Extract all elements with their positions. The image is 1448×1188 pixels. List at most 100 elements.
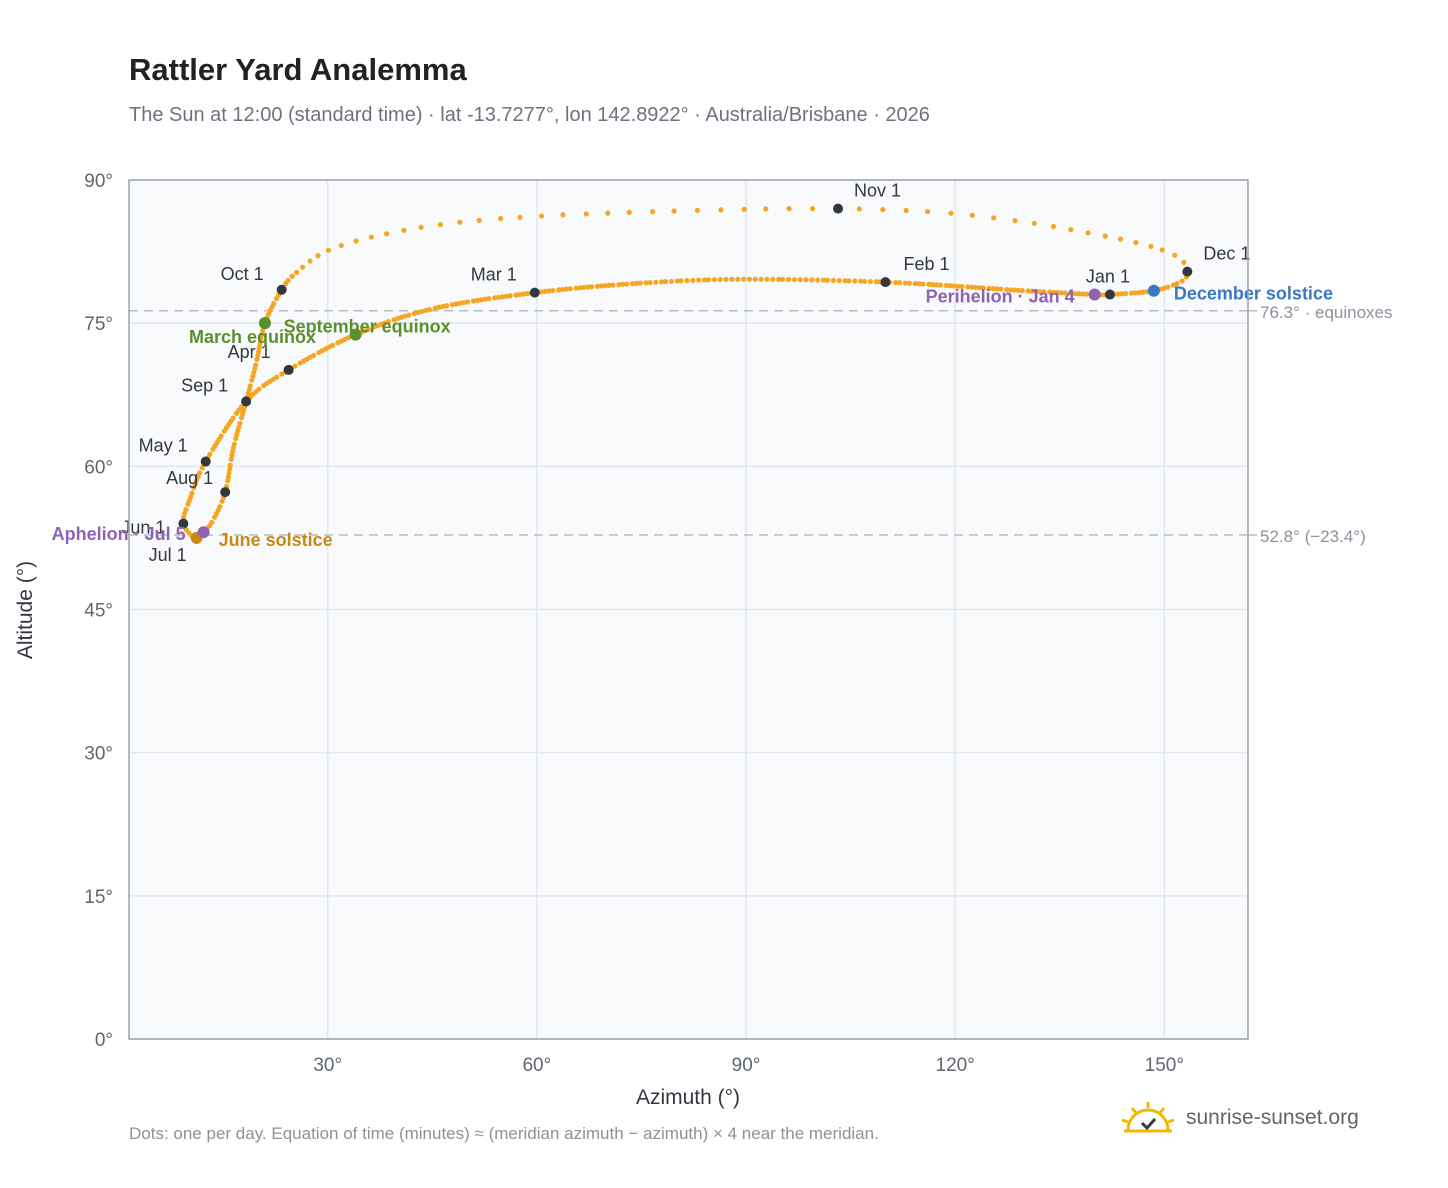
day-dot — [943, 282, 949, 289]
day-dot — [225, 474, 232, 480]
day-dot — [916, 281, 922, 287]
day-dot — [1122, 290, 1129, 297]
day-dot — [1008, 287, 1014, 293]
day-dot — [385, 319, 391, 325]
day-dot — [785, 276, 792, 283]
day-dot — [517, 291, 523, 298]
day-dot — [249, 377, 255, 383]
day-dot — [498, 216, 504, 222]
day-dot — [1058, 290, 1064, 296]
brand[interactable]: sunrise-sunset.org — [1120, 1100, 1359, 1136]
day-dot — [226, 470, 232, 476]
event-marker — [258, 317, 271, 330]
day-dot — [197, 470, 203, 476]
day-dot — [902, 280, 909, 286]
day-dot — [256, 386, 262, 392]
month-label: Jul 1 — [149, 545, 187, 565]
day-dot — [1174, 281, 1180, 287]
day-dot — [1031, 220, 1037, 226]
day-dot — [457, 300, 463, 306]
day-dot — [626, 209, 632, 215]
day-dot — [365, 326, 371, 332]
day-dot — [254, 356, 260, 362]
month-marker — [880, 277, 891, 288]
day-dot — [499, 294, 506, 300]
day-dot — [482, 296, 488, 302]
day-dot — [951, 283, 957, 289]
day-dot — [1085, 230, 1091, 236]
day-dot — [694, 207, 701, 213]
month-label: Jan 1 — [1086, 267, 1130, 287]
day-dot — [461, 299, 467, 306]
day-dot — [406, 312, 412, 318]
day-dot — [1102, 233, 1108, 239]
month-marker — [178, 518, 189, 529]
day-dot — [972, 284, 979, 291]
event-marker — [197, 526, 210, 539]
day-dot — [678, 278, 684, 284]
day-dot — [513, 292, 519, 298]
day-dot — [444, 303, 450, 309]
month-label: Nov 1 — [854, 181, 901, 201]
day-dot — [311, 352, 317, 358]
day-dot — [643, 280, 649, 286]
day-dot — [1159, 247, 1165, 253]
day-dot — [986, 285, 992, 291]
y-tick-label: 30° — [84, 744, 113, 765]
day-dot — [581, 284, 587, 291]
day-dot — [711, 277, 717, 283]
day-dot — [824, 277, 831, 283]
day-dot — [662, 279, 669, 285]
day-dot — [912, 280, 918, 287]
day-dot — [633, 280, 639, 287]
day-dot — [903, 207, 909, 214]
day-dot — [786, 206, 792, 212]
day-dot — [610, 282, 616, 288]
day-dot — [998, 286, 1004, 292]
day-dot — [969, 284, 975, 290]
event-label: Perihelion · Jan 4 — [926, 287, 1075, 307]
day-dot — [594, 283, 601, 289]
day-dot — [856, 206, 862, 212]
day-dot — [227, 466, 233, 472]
day-dot — [449, 302, 455, 308]
x-tick-label: 120° — [936, 1055, 975, 1076]
day-dot — [478, 297, 484, 303]
day-dot — [274, 374, 280, 380]
day-dot — [293, 269, 300, 275]
day-dot — [1011, 287, 1018, 293]
day-dot — [598, 283, 604, 289]
day-dot — [930, 282, 936, 288]
day-dot — [486, 296, 492, 302]
day-dot — [273, 295, 280, 302]
day-dot — [1128, 290, 1134, 296]
day-dot — [873, 279, 879, 285]
day-dot — [780, 276, 786, 283]
day-dot — [729, 276, 735, 282]
reference-line-label: 52.8° (−23.4°) — [1260, 527, 1366, 546]
day-dot — [183, 527, 190, 533]
day-dot — [791, 276, 797, 283]
day-dot — [1136, 289, 1142, 296]
day-dot — [1037, 288, 1043, 295]
day-dot — [867, 278, 873, 285]
day-dot — [256, 345, 262, 351]
month-label: Oct 1 — [221, 264, 264, 284]
day-dot — [948, 210, 954, 216]
x-axis-label: Azimuth (°) — [636, 1086, 740, 1109]
day-dot — [955, 283, 961, 289]
month-marker — [220, 487, 231, 498]
day-dot — [476, 217, 482, 223]
day-dot — [559, 286, 566, 293]
day-dot — [1025, 288, 1031, 294]
day-dot — [474, 297, 480, 303]
day-dot — [225, 478, 231, 484]
day-dot — [289, 273, 295, 279]
day-dot — [858, 278, 864, 284]
event-label: June solstice — [219, 530, 333, 550]
day-dot — [1148, 243, 1154, 250]
day-dot — [705, 277, 712, 283]
day-dot — [227, 462, 233, 468]
day-dot — [1179, 278, 1185, 284]
